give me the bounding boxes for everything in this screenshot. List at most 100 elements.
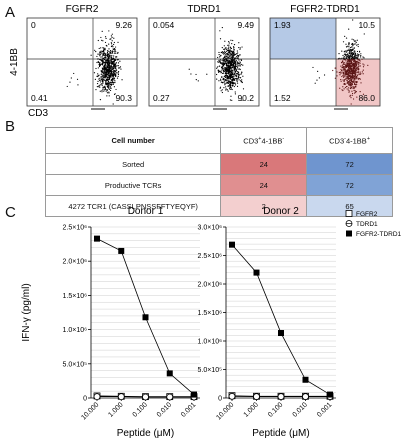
- y-tick-label: 2.0×10⁶: [198, 282, 223, 289]
- flow-event-dot: [239, 68, 241, 70]
- flow-event-dot: [345, 55, 347, 57]
- flow-event-dot: [344, 83, 347, 85]
- flow-event-dot: [113, 82, 115, 84]
- flow-event-dot: [99, 99, 102, 101]
- flow-event-dot: [117, 58, 119, 61]
- flow-event-dot: [336, 71, 338, 73]
- flow-event-dot: [351, 94, 353, 96]
- flow-event-dot: [105, 64, 107, 66]
- flow-event-dot: [230, 75, 232, 78]
- flow-event-dot: [110, 42, 112, 44]
- legend-marker-square-filled: [346, 230, 352, 237]
- flow-event-dot: [232, 72, 234, 74]
- flow-event-dot: [114, 59, 117, 61]
- flow-event-dot: [108, 43, 110, 45]
- flow-event-dot: [344, 54, 346, 56]
- flow-event-dot: [339, 87, 341, 89]
- flow-event-dot: [358, 54, 360, 56]
- flow-event-dot: [237, 65, 239, 67]
- flow-event-dot: [221, 91, 223, 94]
- flow-event-dot: [114, 64, 116, 66]
- flow-event-dot: [229, 99, 232, 101]
- flow-plot: TDRD1 0.054 9.49 0.27 90.2: [148, 4, 260, 110]
- flow-event-dot: [231, 73, 233, 75]
- flow-event-dot: [232, 53, 235, 55]
- flow-event-dot: [104, 63, 106, 66]
- flow-event-dot: [95, 50, 97, 53]
- data-point-circle-open: [166, 393, 174, 401]
- flow-event-dot: [116, 59, 118, 61]
- flow-event-dot: [357, 58, 359, 60]
- flow-event-dot: [352, 81, 354, 83]
- flow-event-dot: [218, 54, 220, 56]
- flow-event-dot: [99, 86, 101, 88]
- flow-event-dot: [106, 54, 108, 57]
- flow-event-dot: [113, 37, 115, 39]
- flow-event-dot: [114, 59, 116, 61]
- y-tick-label: 1.0×10⁶: [198, 339, 223, 346]
- flow-event-dot: [238, 79, 240, 81]
- flow-event-dot: [108, 68, 110, 70]
- flow-event-dot: [97, 61, 100, 64]
- flow-event-dot: [224, 48, 226, 50]
- flow-event-dot: [103, 79, 105, 81]
- flow-event-dot: [236, 53, 238, 55]
- flow-event-dot: [102, 79, 104, 81]
- flow-event-dot: [117, 73, 120, 76]
- flow-event-dot: [242, 88, 245, 90]
- flow-event-dot: [219, 38, 222, 40]
- flow-event-dot: [97, 60, 99, 63]
- flow-event-dot: [113, 47, 116, 50]
- flow-event-dot: [347, 65, 349, 67]
- flow-event-dot: [342, 41, 345, 43]
- flow-event-dot: [99, 61, 101, 64]
- flow-event-dot: [235, 69, 238, 71]
- row-value-b: 72: [306, 153, 393, 175]
- gate-upper-left: [270, 18, 336, 59]
- flow-event-dot: [347, 76, 349, 78]
- flow-event-dot: [227, 54, 229, 56]
- flow-event-dot: [345, 78, 347, 80]
- flow-event-dot: [224, 63, 226, 65]
- flow-event-dot: [241, 99, 243, 102]
- flow-event-dot: [98, 53, 100, 55]
- flow-event-dot: [348, 28, 350, 30]
- flow-event-dot: [233, 52, 235, 54]
- flow-event-dot: [113, 77, 116, 79]
- flow-event-dot: [350, 66, 352, 68]
- flow-event-dot: [102, 87, 104, 89]
- flow-event-dot: [344, 50, 346, 52]
- flow-event-dot: [106, 83, 108, 85]
- flow-event-dot: [354, 65, 356, 67]
- flow-event-dot: [338, 71, 340, 74]
- flow-event-dot: [94, 78, 96, 80]
- flow-event-dot: [101, 91, 103, 93]
- flow-event-dot: [234, 93, 236, 95]
- flow-event-dot: [356, 66, 358, 68]
- flow-event-dot: [233, 49, 235, 51]
- flow-event-dot: [226, 56, 228, 58]
- flow-event-dot: [216, 78, 218, 80]
- flow-event-dot: [112, 67, 115, 70]
- row-label: Productive TCRs: [44, 174, 222, 196]
- flow-event-dot: [230, 83, 232, 85]
- flow-event-dot: [108, 74, 110, 76]
- flow-event-dot: [233, 54, 236, 56]
- flow-event-dot: [317, 70, 319, 72]
- flow-event-dot: [224, 55, 226, 57]
- quadrant-ll-value: 0.27: [153, 93, 170, 103]
- flow-event-dot: [206, 73, 208, 75]
- flow-event-dot: [117, 52, 119, 54]
- data-point-square-filled: [253, 269, 260, 276]
- x-axis-label: Peptide (μM): [252, 428, 309, 439]
- flow-event-dot: [108, 56, 110, 58]
- flow-event-dot: [103, 57, 105, 60]
- flow-event-dot: [360, 56, 362, 58]
- flow-event-dot: [103, 73, 105, 75]
- flow-event-dot: [348, 49, 350, 51]
- flow-event-dot: [350, 84, 353, 86]
- flow-event-dot: [341, 89, 343, 91]
- ifn-chart-panel: Donor 1 0 5.0×10⁵ 1.0×10⁶ 1.5×10⁶ 2.0×10⁶ 2.5×…: [21, 206, 402, 439]
- flow-event-dot: [226, 78, 228, 80]
- flow-event-dot: [101, 63, 103, 65]
